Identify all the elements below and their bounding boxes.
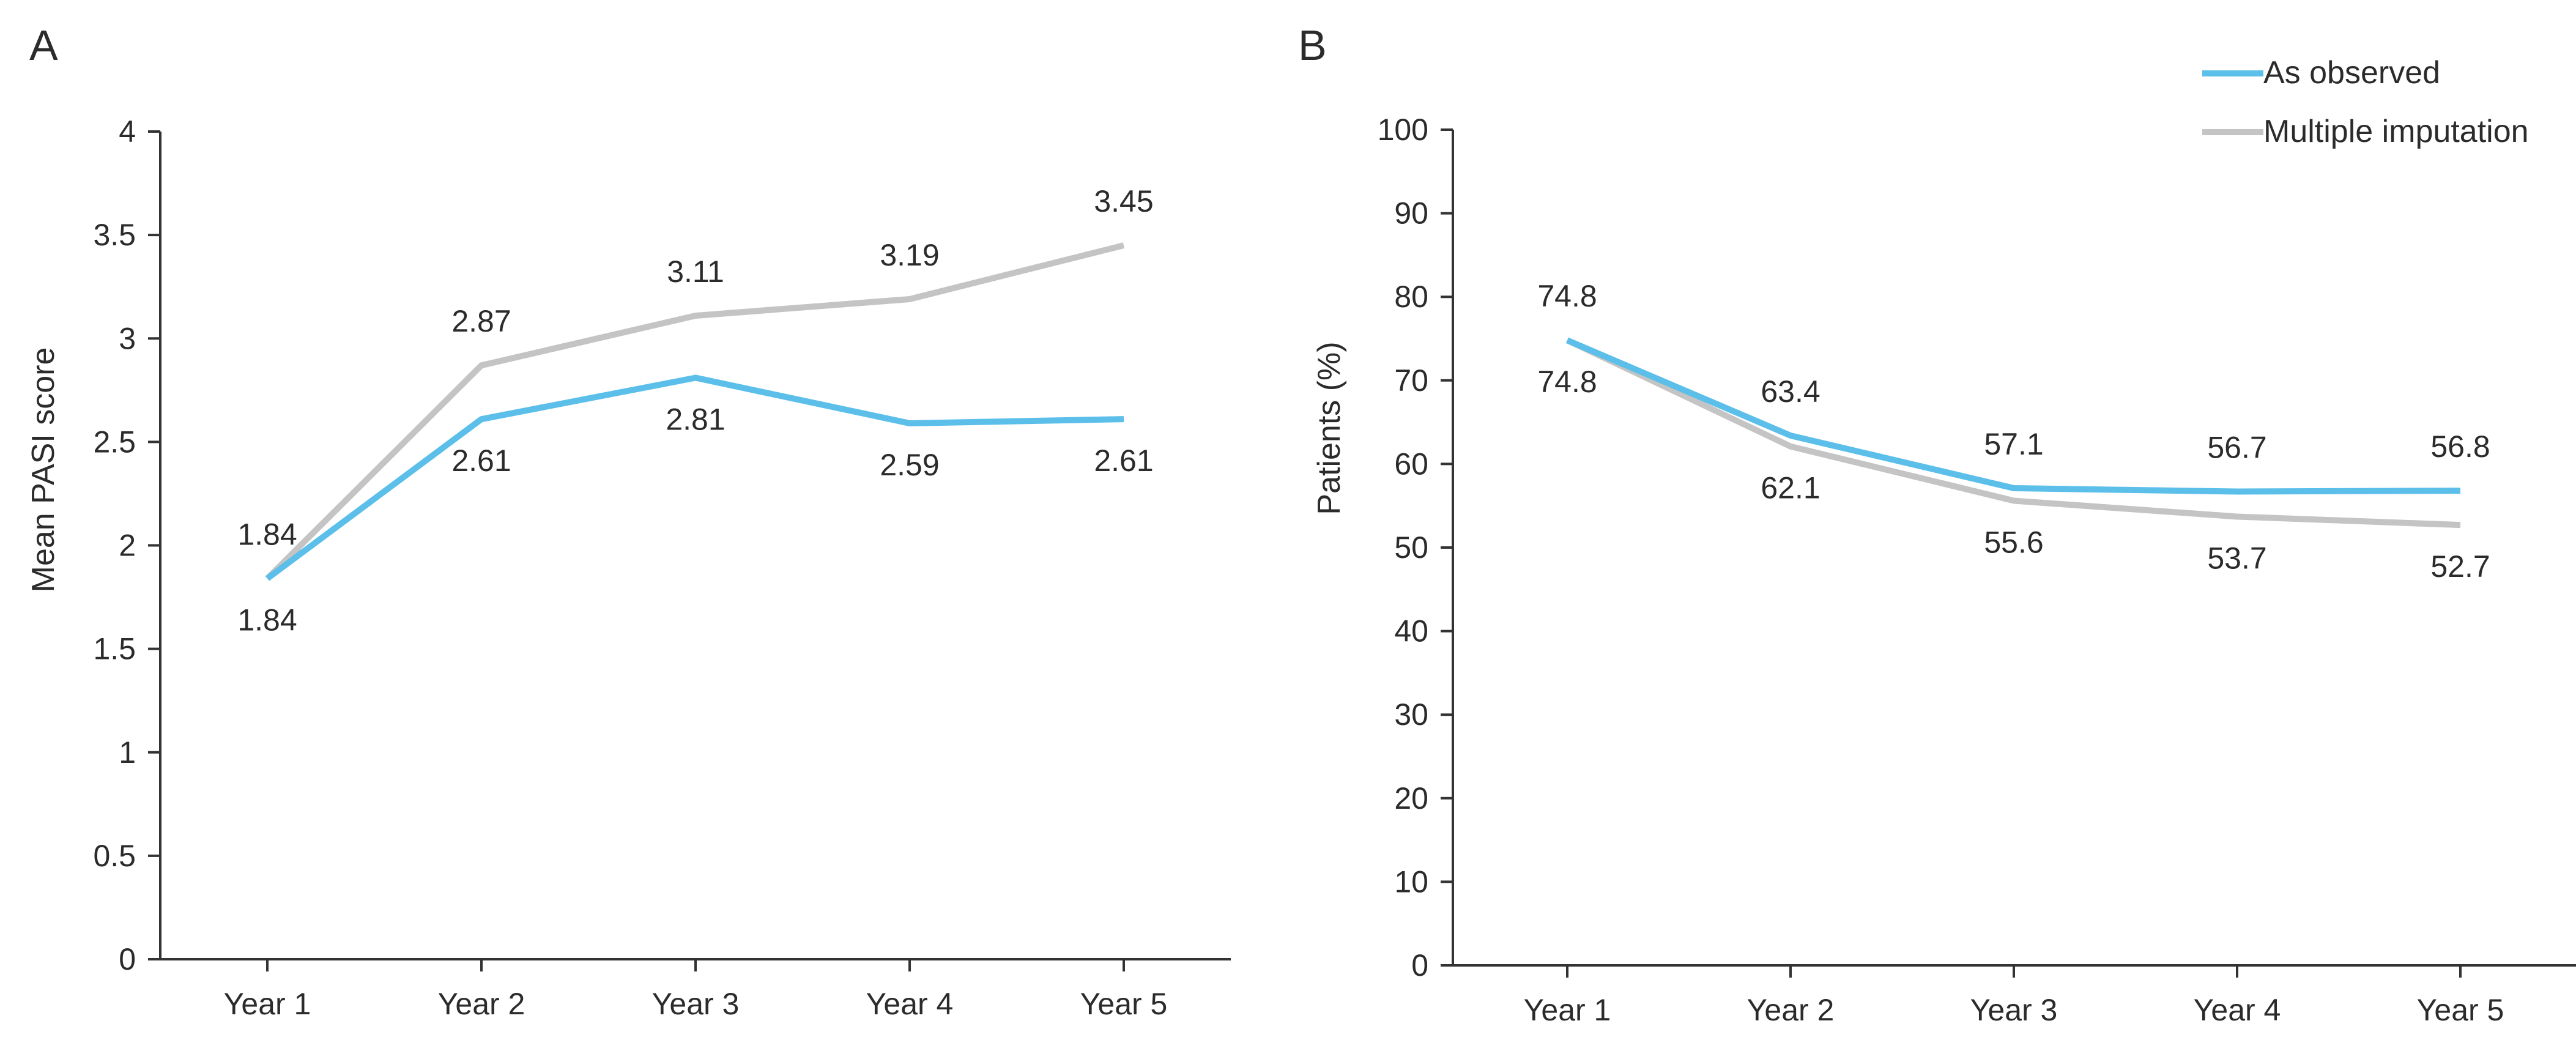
panel-a-series-line-multiple-imputation	[265, 242, 1125, 581]
panel-b-y-tick-label: 100	[1378, 113, 1428, 147]
panel-a-y-axis-title: Mean PASI score	[26, 347, 61, 593]
panel-b-y-tick-label: 60	[1394, 447, 1428, 481]
panel-a-data-label-as-observed: 2.61	[451, 444, 511, 478]
panel-b-data-label-as-observed: 56.8	[2430, 429, 2490, 464]
panel-b-x-tick-label: Year 2	[1747, 993, 1835, 1027]
panel-a-data-label-multiple-imputation: 2.87	[451, 304, 511, 338]
panel-b-y-tick-label: 70	[1394, 363, 1428, 398]
panel-b-data-label-multiple-imputation: 62.1	[1761, 471, 1820, 505]
panel-a-y-tick-label: 4	[119, 114, 136, 149]
panel-b-x-tick-label: Year 1	[1524, 993, 1611, 1027]
panel-b-x-tick-label: Year 5	[2417, 993, 2504, 1027]
panel-a-data-label-multiple-imputation: 3.11	[667, 254, 724, 289]
panel-b-x-tick-label: Year 4	[2194, 993, 2281, 1027]
panel-b-y-tick-label: 20	[1394, 781, 1428, 815]
panel-b-data-label-multiple-imputation: 53.7	[2207, 541, 2266, 575]
panel-a-y-tick-label: 2.5	[93, 425, 136, 459]
panel-a-x-tick-label: Year 2	[438, 987, 525, 1021]
panel-a-data-label-multiple-imputation: 3.45	[1094, 184, 1153, 218]
panel-a-y-tick-label: 2	[119, 529, 136, 563]
panel-b-data-label-as-observed: 56.7	[2207, 430, 2266, 464]
panel-b-y-tick-label: 50	[1394, 530, 1428, 565]
panel-a-series-line-as-observed	[265, 374, 1124, 581]
panel-b-data-label-multiple-imputation: 74.8	[1537, 279, 1597, 313]
panel-b-chart: B Patients (%) 0 10 20 30 40 50 60 70 80 90 100 Yea…	[1298, 21, 2576, 1027]
panel-a-data-label-as-observed: 2.81	[666, 403, 725, 437]
panel-a-chart: A Mean PASI score 0 0.5 1 1.5 2 2.5 3 3.5 4 Year …	[26, 21, 1231, 1021]
panel-a-y-tick-label: 0.5	[93, 839, 136, 873]
panel-a-letter: A	[29, 21, 58, 69]
panel-b-data-label-multiple-imputation: 52.7	[2430, 549, 2490, 584]
panel-b-y-axis-title: Patients (%)	[1312, 341, 1347, 514]
panel-b-y-tick-label: 0	[1411, 948, 1428, 982]
panel-b-series-line-multiple-imputation	[1565, 337, 2461, 529]
panel-b-data-label-as-observed: 74.8	[1537, 365, 1597, 399]
legend: As observed Multiple imputation	[2202, 55, 2529, 149]
panel-b-y-tick-label: 10	[1394, 864, 1428, 899]
legend-label-multiple-imputation: Multiple imputation	[2263, 114, 2529, 149]
panel-b-data-label-as-observed: 57.1	[1984, 427, 2043, 461]
panel-a-x-tick-label: Year 5	[1080, 987, 1168, 1021]
panel-b-y-tick-label: 80	[1394, 280, 1428, 314]
panel-b-data-label-multiple-imputation: 55.6	[1984, 526, 2043, 560]
panel-a-y-tick-label: 3	[119, 321, 136, 355]
panel-a-data-label-as-observed: 2.59	[880, 448, 939, 482]
panel-b-y-tick-label: 90	[1394, 196, 1428, 231]
panel-a-y-tick-label: 3.5	[93, 218, 136, 252]
panel-a-data-label-multiple-imputation: 3.19	[880, 238, 939, 272]
panel-a-y-tick-label: 1	[119, 735, 136, 770]
panel-a-x-tick-label: Year 1	[224, 987, 311, 1021]
panel-b-y-tick-label: 30	[1394, 697, 1428, 732]
panel-a-x-tick-label: Year 4	[866, 987, 954, 1021]
panel-a-y-tick-label: 0	[119, 942, 136, 976]
panel-b-series-line-as-observed	[1566, 337, 2461, 495]
panel-b-data-label-as-observed: 63.4	[1761, 374, 1820, 409]
panel-b-x-tick-label: Year 3	[1970, 993, 2058, 1027]
panel-a-x-tick-label: Year 3	[652, 987, 740, 1021]
panel-a-data-label-as-observed: 2.61	[1094, 444, 1153, 478]
panel-b-y-tick-label: 40	[1394, 614, 1428, 648]
panel-a-data-label-as-observed: 1.84	[237, 603, 297, 637]
panel-b-letter: B	[1298, 21, 1327, 69]
panel-a-y-tick-label: 1.5	[93, 632, 136, 666]
legend-label-as-observed: As observed	[2263, 55, 2440, 91]
panel-a-data-label-multiple-imputation: 1.84	[237, 518, 297, 552]
